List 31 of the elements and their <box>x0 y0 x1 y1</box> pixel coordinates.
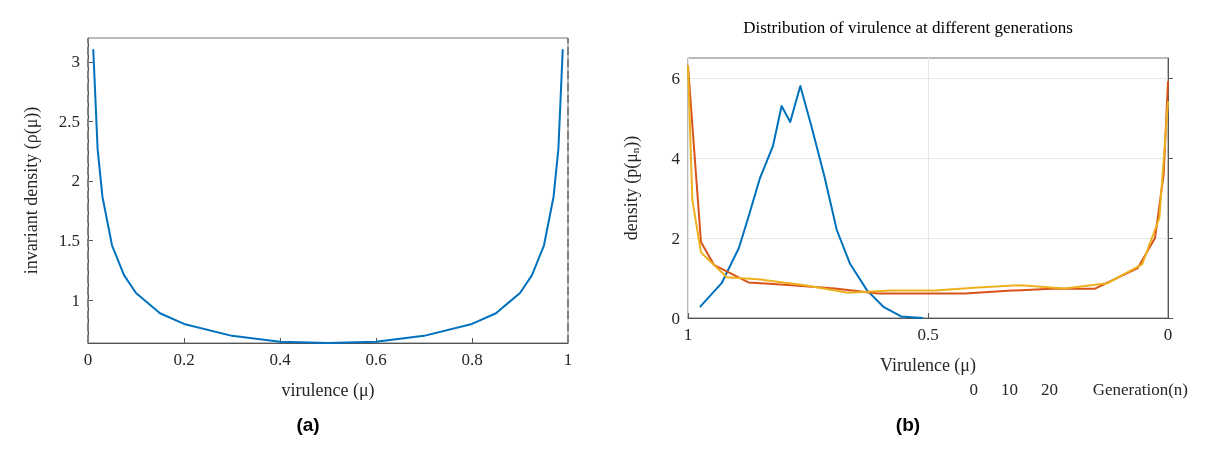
line-series <box>92 48 564 344</box>
y-tick-label: 2 <box>671 228 680 248</box>
x-axis-title: Virulence (μ) <box>879 355 977 376</box>
x-tick-label: 1 <box>563 350 573 369</box>
x-tick-label: 1 <box>683 325 693 344</box>
text: Generation(n) <box>1092 380 1188 399</box>
line-series <box>699 85 924 319</box>
chart-title: Distribution of virulence at different generations <box>743 18 1073 37</box>
x-tick-label: 0 <box>1163 325 1173 344</box>
y-tick-label: 2 <box>71 171 80 191</box>
text: (b) <box>895 414 921 435</box>
y-tick-label: 1.5 <box>58 231 80 251</box>
y-tick-label: 3 <box>71 52 80 72</box>
text: 0 <box>969 380 978 399</box>
x-tick-label: 0.4 <box>269 350 292 369</box>
text: 20 <box>1041 380 1058 399</box>
y-tick-label: 0 <box>671 308 680 328</box>
text: (a) <box>296 414 320 435</box>
x-axis-title: virulence (μ) <box>281 380 375 401</box>
y-axis-title: invariant density (ρ(μ)) <box>21 106 42 275</box>
y-axis-title: density (p(μn)) <box>621 135 642 241</box>
y-tick-label: 4 <box>671 148 681 168</box>
x-tick-label: 0.8 <box>461 350 483 369</box>
y-tick-label: 6 <box>671 68 680 88</box>
x-tick-label: 0.6 <box>365 350 387 369</box>
y-tick-label: 2.5 <box>58 111 80 131</box>
x-tick-label: 0.5 <box>917 325 939 344</box>
x-tick-label: 0.2 <box>173 350 195 369</box>
text: 10 <box>1001 380 1018 399</box>
y-tick-label: 1 <box>71 290 80 310</box>
x-tick-label: 0 <box>83 350 93 369</box>
